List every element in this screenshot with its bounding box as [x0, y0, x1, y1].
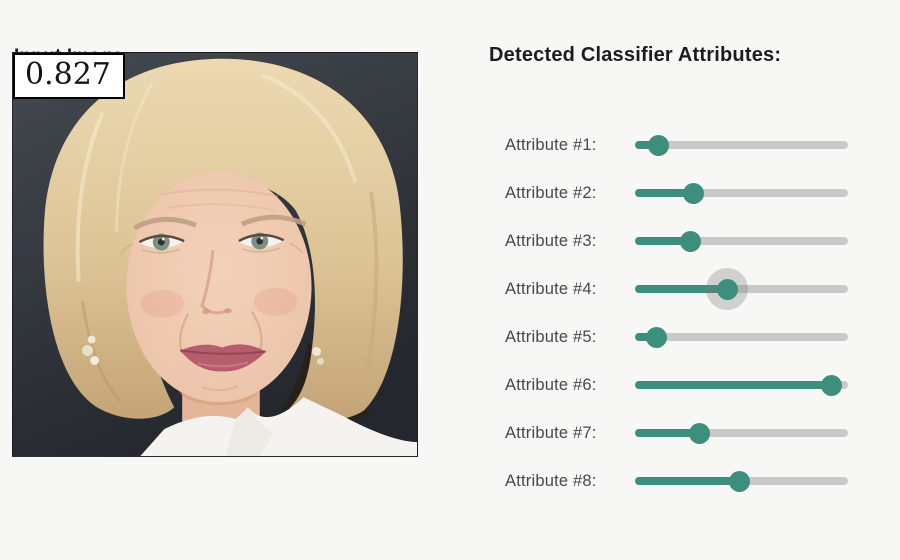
slider-fill: [635, 477, 739, 485]
slider-track[interactable]: [635, 470, 848, 492]
slider-row: Attribute #1:: [489, 121, 884, 169]
slider-row: Attribute #2:: [489, 169, 884, 217]
slider-thumb[interactable]: [688, 422, 710, 444]
slider-fill: [635, 237, 690, 245]
slider-thumb[interactable]: [716, 278, 738, 300]
slider-track[interactable]: [635, 374, 848, 396]
slider-label: Attribute #8:: [505, 471, 597, 490]
slider-label: Attribute #7:: [505, 423, 597, 442]
classifier-score-badge: 0.827: [13, 53, 125, 99]
slider-track[interactable]: [635, 134, 848, 156]
slider-row: Attribute #7:: [489, 409, 884, 457]
attributes-title: Detected Classifier Attributes:: [489, 44, 782, 66]
slider-track[interactable]: [635, 422, 848, 444]
slider-thumb[interactable]: [645, 326, 667, 348]
slider-fill: [635, 429, 699, 437]
input-image: 0.827: [12, 52, 418, 457]
slider-thumb[interactable]: [682, 182, 704, 204]
slider-track[interactable]: [635, 268, 848, 310]
slider-row: Attribute #5:: [489, 313, 884, 361]
slider-row: Attribute #4:: [489, 265, 884, 313]
slider-fill: [635, 141, 658, 149]
slider-label: Attribute #6:: [505, 375, 597, 394]
slider-label: Attribute #2:: [505, 183, 597, 202]
slider-label: Attribute #5:: [505, 327, 597, 346]
slider-label: Attribute #1:: [505, 135, 597, 154]
slider-track[interactable]: [635, 230, 848, 252]
slider-label: Attribute #3:: [505, 231, 597, 250]
slider-row: Attribute #8:: [489, 457, 884, 505]
slider-thumb[interactable]: [679, 230, 701, 252]
slider-row: Attribute #6:: [489, 361, 884, 409]
slider-fill: [635, 285, 727, 293]
slider-fill: [635, 189, 693, 197]
portrait-photo: [13, 53, 417, 456]
slider-track[interactable]: [635, 326, 848, 348]
sliders: Attribute #1: Attribute #2: Attribute #3…: [489, 121, 884, 505]
slider-thumb[interactable]: [820, 374, 842, 396]
attributes-panel: Detected Classifier Attributes: Attribut…: [489, 44, 884, 505]
slider-row: Attribute #3:: [489, 217, 884, 265]
slider-track[interactable]: [635, 182, 848, 204]
slider-label: Attribute #4:: [505, 279, 597, 298]
slider-fill: [635, 381, 831, 389]
slider-thumb[interactable]: [647, 134, 669, 156]
slider-thumb[interactable]: [728, 470, 750, 492]
